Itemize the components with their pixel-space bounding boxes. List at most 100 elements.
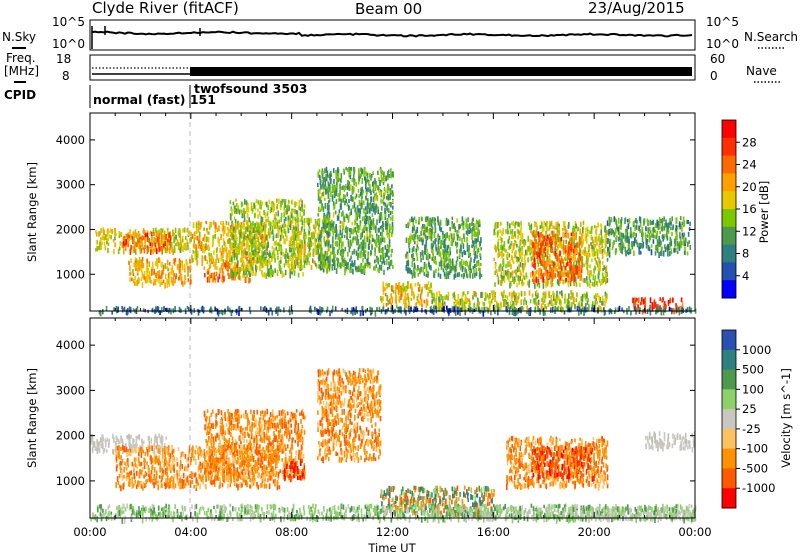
- echo-cell: [329, 174, 331, 180]
- echo-cell: [372, 171, 374, 176]
- echo-cell: [377, 206, 380, 212]
- echo-cell: [566, 261, 569, 266]
- echo-cell: [532, 263, 535, 268]
- echo-cell: [528, 222, 530, 226]
- echo-cell: [455, 260, 458, 267]
- echo-cell: [570, 243, 572, 249]
- echo-cell: [167, 230, 169, 236]
- echo-cell: [539, 250, 542, 256]
- echo-cell: [533, 240, 536, 245]
- echo-cell: [556, 238, 559, 243]
- echo-cell: [508, 253, 511, 258]
- echo-cell: [417, 272, 419, 277]
- echo-cell: [420, 289, 423, 295]
- echo-cell: [582, 240, 584, 247]
- echo-cell: [434, 239, 436, 245]
- echo-cell: [356, 223, 359, 230]
- echo-cell: [601, 272, 604, 276]
- echo-cell: [389, 194, 391, 200]
- echo-cell: [411, 261, 413, 267]
- echo-cell: [671, 232, 673, 237]
- echo-cell: [399, 290, 402, 296]
- echo-cell: [460, 244, 462, 251]
- echo-cell: [471, 239, 474, 244]
- echo-cell: [340, 178, 342, 183]
- echo-cell: [608, 244, 611, 250]
- echo-cell: [127, 231, 130, 236]
- echo-cell: [560, 266, 563, 271]
- echo-cell: [327, 241, 330, 247]
- echo-cell: [137, 267, 140, 272]
- echo-cell: [327, 208, 330, 215]
- echo-cell: [608, 216, 611, 221]
- echo-cell: [593, 268, 595, 274]
- echo-cell: [155, 227, 157, 233]
- echo-cell: [171, 246, 173, 253]
- echo-cell: [503, 241, 506, 248]
- echo-cell: [590, 230, 593, 235]
- echo-cell: [255, 199, 258, 204]
- echo-cell: [392, 171, 394, 178]
- echo-cell: [631, 241, 633, 248]
- echo-cell: [620, 239, 622, 245]
- echo-cell: [241, 245, 243, 251]
- echo-cell: [516, 283, 518, 288]
- echo-cell: [198, 240, 201, 247]
- echo-cell: [474, 253, 476, 259]
- echo-cell: [294, 234, 297, 241]
- echo-cell: [164, 241, 166, 247]
- echo-cell: [338, 234, 340, 241]
- echo-cell: [661, 221, 664, 228]
- echo-cell: [549, 264, 551, 269]
- echo-cell: [645, 226, 647, 232]
- echo-cell: [376, 195, 379, 201]
- echo-cell: [361, 195, 363, 199]
- echo-cell: [161, 240, 163, 245]
- echo-cell: [408, 221, 411, 227]
- echo-cell: [499, 264, 501, 269]
- echo-cell: [598, 295, 600, 301]
- echo-cell: [585, 250, 588, 256]
- echo-cell: [168, 281, 170, 287]
- echo-cell: [167, 272, 170, 279]
- echo-cell: [510, 280, 512, 287]
- echo-cell: [634, 225, 636, 232]
- echo-cell: [615, 220, 618, 225]
- echo-cell: [533, 278, 535, 285]
- echo-cell: [291, 199, 294, 205]
- echo-cell: [336, 180, 339, 185]
- echo-cell: [359, 208, 362, 214]
- echo-cell: [395, 304, 398, 309]
- echo-cell: [347, 251, 349, 257]
- echo-cell: [550, 278, 553, 283]
- echo-cell: [517, 234, 519, 240]
- echo-cell: [425, 302, 428, 308]
- echo-cell: [333, 259, 336, 263]
- echo-cell: [424, 226, 427, 233]
- echo-cell: [401, 287, 403, 293]
- echo-cell: [622, 242, 625, 249]
- echo-cell: [442, 260, 444, 267]
- echo-cell: [578, 263, 580, 270]
- echo-cell: [537, 299, 540, 306]
- echo-cell: [268, 268, 271, 275]
- echo-cell: [469, 260, 472, 265]
- echo-cell: [621, 248, 623, 255]
- echo-cell: [467, 298, 469, 302]
- echo-cell: [99, 232, 101, 236]
- echo-cell: [342, 168, 345, 172]
- echo-cell: [243, 273, 246, 278]
- echo-cell: [689, 221, 691, 227]
- echo-cell: [333, 251, 336, 255]
- echo-cell: [542, 276, 544, 283]
- echo-cell: [529, 225, 531, 231]
- echo-cell: [271, 225, 274, 230]
- echo-cell: [466, 274, 469, 279]
- echo-cell: [244, 268, 247, 273]
- echo-cell: [598, 279, 601, 283]
- echo-cell: [572, 267, 575, 273]
- echo-cell: [541, 227, 544, 233]
- echo-cell: [545, 230, 547, 235]
- echo-cell: [535, 297, 537, 302]
- echo-cell: [520, 228, 522, 235]
